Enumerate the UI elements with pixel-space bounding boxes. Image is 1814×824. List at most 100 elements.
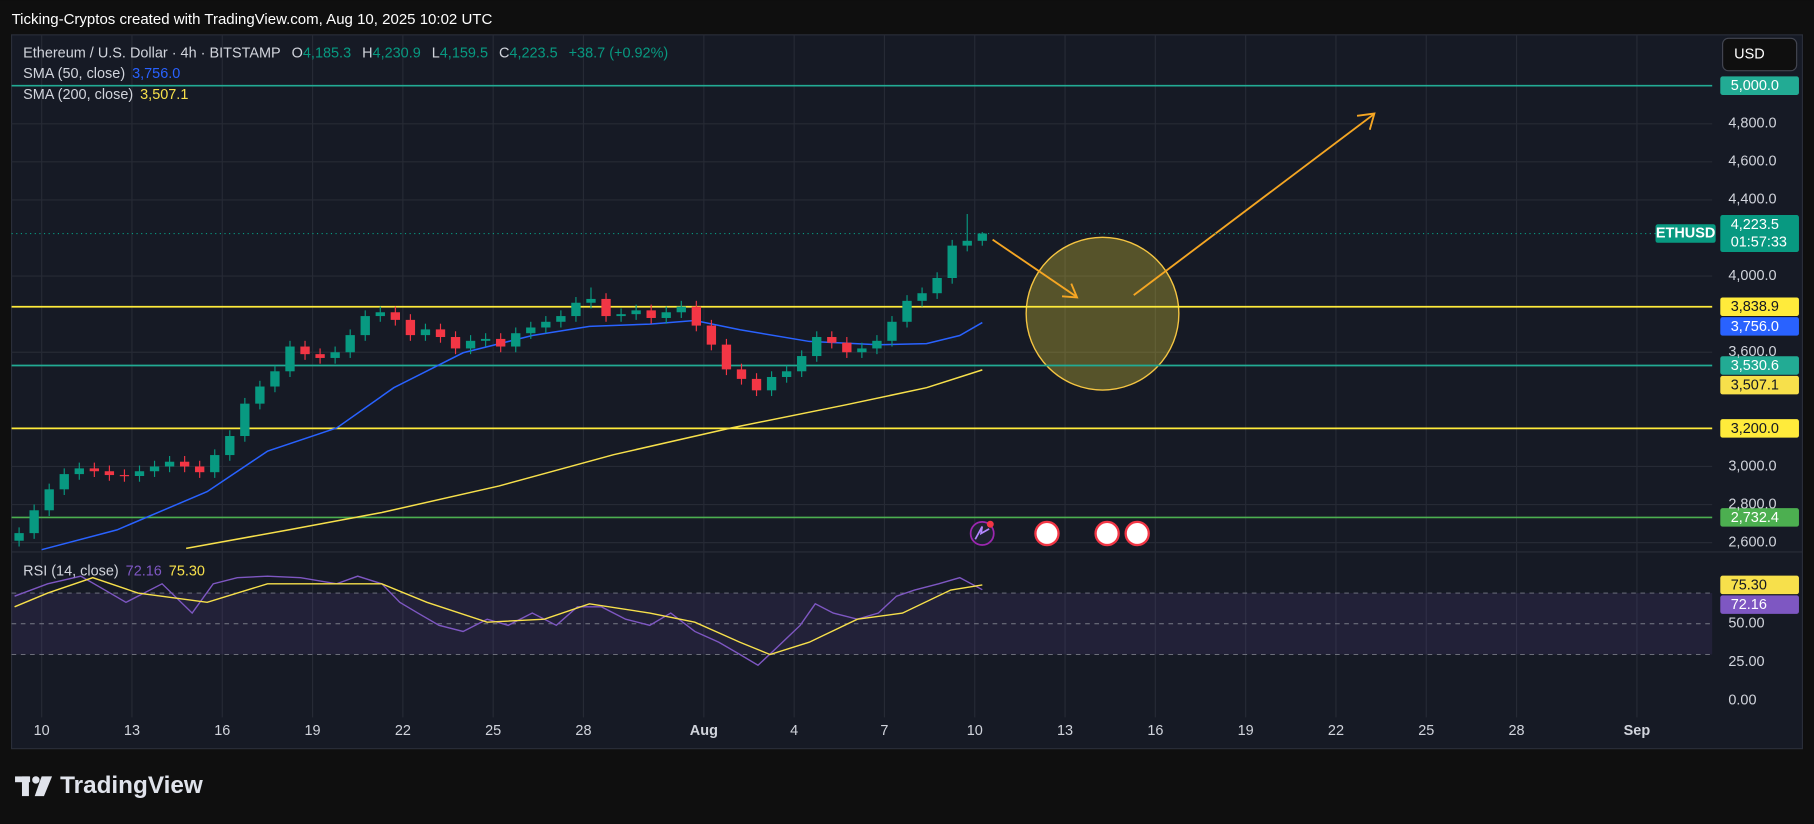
level-badge: 3,530.6 — [1731, 358, 1779, 374]
candle-body — [375, 312, 385, 317]
candle-body — [736, 369, 747, 379]
currency-button[interactable] — [1722, 37, 1798, 72]
candle-body — [947, 245, 957, 278]
x-tick-label: 7 — [880, 723, 888, 739]
price-pane — [14, 214, 987, 551]
ohlc-value: 4,230.9 — [373, 45, 421, 61]
symbol-title: Ethereum / U.S. Dollar · 4h · BITSTAMP — [23, 45, 281, 61]
candle-body — [706, 325, 717, 345]
currency-label: USD — [1734, 46, 1765, 62]
sma-value: 3,507.1 — [140, 87, 188, 103]
rsi-name: RSI (14, close) — [23, 563, 119, 579]
candle-body — [616, 314, 626, 317]
candle-body — [721, 344, 732, 370]
candle-body — [74, 468, 84, 475]
candle-body — [541, 321, 551, 328]
x-tick-label: Aug — [690, 723, 718, 739]
level-badge: 2,732.4 — [1731, 510, 1779, 526]
candle-body — [390, 312, 401, 320]
rsi-value: 72.16 — [126, 563, 162, 579]
y-tick-label: 3,600.0 — [1728, 344, 1776, 360]
sma-name: SMA (50, close) — [23, 66, 125, 82]
price-badge-bg — [1720, 356, 1799, 375]
ohlc-key: L — [432, 45, 440, 61]
x-tick-label: 16 — [1147, 723, 1163, 739]
rsi-tick-label: 50.00 — [1728, 616, 1764, 632]
y-tick-label: 4,800.0 — [1728, 116, 1776, 132]
candle-body — [149, 466, 160, 472]
price-badge-bg — [1720, 575, 1799, 595]
arrows — [992, 112, 1376, 299]
rsi-lines — [14, 575, 983, 667]
x-tick-label: 28 — [1509, 723, 1525, 739]
x-tick-label: 25 — [485, 723, 501, 739]
level-badge: 3,838.9 — [1731, 299, 1779, 315]
candle-body — [360, 316, 370, 336]
candle-body — [797, 356, 807, 372]
x-tick-label: 19 — [305, 723, 321, 739]
candle-body — [405, 319, 416, 336]
candle-body — [781, 371, 792, 377]
x-tick-label: 25 — [1418, 723, 1434, 739]
price-badge-bg — [1720, 508, 1799, 527]
ohlc-value: 4,159.5 — [440, 45, 488, 61]
x-tick-label: 16 — [214, 723, 230, 739]
candle-body — [872, 340, 882, 349]
candle-body — [330, 352, 340, 358]
candle-body — [556, 316, 566, 322]
price-badge-bg — [1720, 419, 1799, 438]
x-tick-label: 22 — [1328, 723, 1344, 739]
rsi-badge: 75.30 — [1731, 577, 1767, 593]
candle-body — [300, 346, 310, 355]
x-tick-label: 22 — [395, 723, 411, 739]
candle-body — [345, 335, 355, 353]
highlight-circle — [1025, 236, 1180, 391]
candle-body — [435, 329, 446, 338]
y-tick-label: 4,000.0 — [1728, 268, 1776, 284]
candle-body — [210, 455, 220, 473]
x-tick-label: 10 — [967, 723, 983, 739]
candle-body — [59, 474, 69, 490]
sma-badge: 3,756.0 — [1731, 319, 1779, 335]
level-badge: 3,200.0 — [1731, 421, 1779, 437]
y-tick-label: 3,000.0 — [1728, 458, 1776, 474]
y-tick-label: 4,400.0 — [1728, 192, 1776, 208]
level-badge: 5,000.0 — [1731, 78, 1779, 94]
x-tick-label: 13 — [1057, 723, 1073, 739]
candle-body — [89, 468, 100, 472]
rsi-badge: 72.16 — [1731, 597, 1767, 613]
candle-body — [691, 306, 701, 326]
rsi-legend: RSI (14, close) 72.16 75.30 — [23, 563, 205, 579]
candle-body — [812, 337, 822, 357]
candle-body — [827, 337, 837, 343]
symbol-badge: ETHUSD — [1656, 225, 1715, 241]
sma-line — [41, 319, 983, 551]
candle-body — [526, 327, 536, 334]
candle-body — [465, 340, 476, 349]
x-tick-label: 4 — [790, 723, 798, 739]
candle-body — [842, 342, 852, 353]
candle-body — [917, 293, 927, 301]
candle-body — [496, 338, 506, 347]
rsi-tick-label: 25.00 — [1728, 654, 1764, 670]
candle-body — [751, 378, 762, 391]
candle-body — [104, 471, 115, 476]
x-tick-label: 10 — [34, 723, 50, 739]
x-tick-label: Sep — [1624, 723, 1651, 739]
candle-body — [480, 338, 491, 341]
brand-name: TradingView — [60, 772, 203, 799]
candle-body — [29, 510, 39, 534]
candle-body — [571, 302, 581, 317]
candle-body — [631, 310, 641, 315]
candle-body — [119, 475, 130, 477]
candle-body — [962, 240, 972, 246]
price-badge-bg — [1720, 317, 1799, 336]
candle-body — [44, 489, 54, 511]
candle-body — [315, 354, 325, 358]
x-tick-label: 28 — [575, 723, 591, 739]
candle-body — [420, 329, 431, 336]
last-price-label: 4,223.5 — [1731, 217, 1779, 233]
ohlc-value: 4,223.5 — [509, 45, 557, 61]
candle-body — [270, 371, 280, 387]
candle-body — [977, 233, 987, 241]
